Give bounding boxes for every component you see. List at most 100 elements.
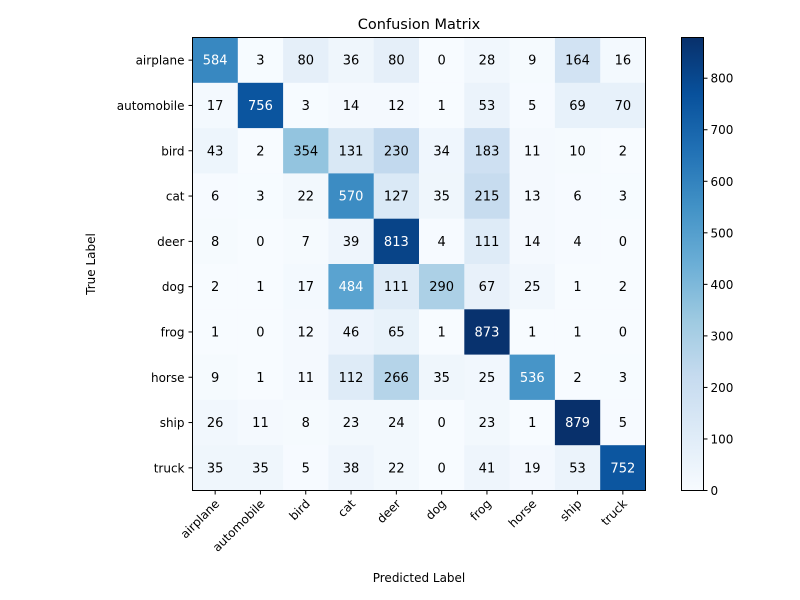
heatmap-cell: [373, 82, 420, 129]
cell-value-label: 0: [438, 416, 446, 431]
heatmap-cell: [464, 445, 510, 491]
heatmap-cell: [464, 173, 510, 220]
cell-value-label: 5: [619, 416, 627, 431]
cell-value-label: 10: [569, 144, 586, 159]
heatmap-cell: [419, 82, 465, 129]
y-axis: airplane automobile bird cat deer dog frog hors…: [117, 54, 193, 475]
heatmap-cells: [192, 37, 646, 491]
cell-value-label: 2: [573, 371, 581, 386]
x-tick-label: truck: [598, 497, 630, 529]
heatmap-cell: [509, 173, 556, 220]
heatmap-cell: [554, 309, 601, 355]
cell-value-label: 873: [475, 325, 500, 340]
heatmap-cell: [509, 128, 556, 174]
heatmap-cell: [192, 354, 239, 401]
cell-value-label: 164: [565, 54, 590, 69]
cell-value-label: 536: [520, 371, 545, 386]
cell-value-label: 14: [343, 99, 360, 114]
heatmap-cell: [554, 37, 601, 84]
cell-value-label: 19: [524, 461, 541, 476]
cell-value-label: 17: [297, 280, 314, 295]
heatmap-cell: [237, 354, 284, 401]
cell-value-label: 35: [433, 371, 450, 386]
cell-value-label: 8: [302, 416, 310, 431]
cell-value-label: 354: [293, 144, 318, 159]
heatmap-cell: [328, 309, 375, 355]
cell-value-label: 23: [343, 416, 360, 431]
y-tick-label: horse: [151, 371, 185, 385]
heatmap-cell: [328, 445, 375, 491]
cell-value-label: 1: [211, 325, 219, 340]
heatmap-cell: [419, 445, 465, 491]
cell-value-label: 9: [528, 54, 536, 69]
cell-value-label: 4: [573, 235, 581, 250]
cell-value-label: 41: [479, 461, 496, 476]
heatmap-cell: [509, 354, 556, 401]
heatmap-cell: [554, 128, 601, 174]
cell-value-label: 484: [339, 280, 364, 295]
cell-value-label: 69: [569, 99, 586, 114]
heatmap-cell: [419, 173, 465, 220]
heatmap-cell: [283, 173, 329, 220]
cell-value-label: 756: [248, 99, 273, 114]
cell-value-label: 35: [252, 461, 269, 476]
cell-value-label: 127: [384, 190, 409, 205]
cell-value-label: 65: [388, 325, 405, 340]
heatmap-cell: [328, 82, 375, 129]
heatmap-cell: [328, 37, 375, 84]
cell-value-label: 53: [479, 99, 496, 114]
heatmap-cell: [554, 399, 601, 446]
cell-value-label: 5: [302, 461, 310, 476]
cell-value-label: 3: [619, 190, 627, 205]
heatmap-cell: [373, 37, 420, 84]
heatmap-cell: [328, 354, 375, 401]
cell-value-label: 53: [569, 461, 586, 476]
heatmap-cell: [509, 309, 556, 355]
colorbar-tick-label: 0: [711, 484, 719, 498]
colorbar-ticks: 0 100 200 300 400 500 600 700 800: [703, 72, 734, 498]
heatmap-cell: [464, 128, 510, 174]
heatmap-cell: [419, 218, 465, 265]
heatmap-cell: [600, 128, 646, 174]
colorbar-tick-label: 400: [711, 278, 734, 292]
heatmap-cell: [192, 82, 239, 129]
colorbar-tick-label: 300: [711, 329, 734, 343]
cell-value-label: 1: [573, 325, 581, 340]
cell-value-label: 12: [297, 325, 314, 340]
cell-value-label: 0: [619, 325, 627, 340]
colorbar-tick-label: 500: [711, 226, 734, 240]
cell-value-label: 230: [384, 144, 409, 159]
y-tick-label: deer: [157, 235, 184, 249]
x-tick-label: horse: [506, 497, 540, 531]
cell-value-label: 34: [433, 144, 450, 159]
x-tick-label: cat: [335, 497, 358, 520]
colorbar-tick-label: 100: [711, 432, 734, 446]
cell-value-label: 36: [343, 54, 360, 69]
cell-value-label: 38: [343, 461, 360, 476]
cell-value-label: 35: [207, 461, 224, 476]
colorbar-tick-label: 600: [711, 175, 734, 189]
heatmap-cell: [373, 128, 420, 174]
heatmap-cell: [237, 445, 284, 491]
heatmap-cell: [328, 399, 375, 446]
cell-value-label: 111: [384, 280, 409, 295]
heatmap-cell: [328, 264, 375, 310]
cell-value-label: 1: [256, 371, 264, 386]
cell-value-label: 2: [211, 280, 219, 295]
cell-value-label: 8: [211, 235, 219, 250]
heatmap-cell: [283, 399, 329, 446]
heatmap-cell: [328, 128, 375, 174]
heatmap-cell: [554, 445, 601, 491]
cell-value-label: 35: [433, 190, 450, 205]
cell-value-label: 17: [207, 99, 224, 114]
heatmap-cell: [237, 37, 284, 84]
heatmap-cell: [373, 399, 420, 446]
cell-value-label: 16: [615, 54, 632, 69]
x-tick-label: dog: [423, 497, 449, 523]
cell-value-label: 0: [256, 325, 264, 340]
cell-value-label: 12: [388, 99, 405, 114]
heatmap-cell: [283, 82, 329, 129]
